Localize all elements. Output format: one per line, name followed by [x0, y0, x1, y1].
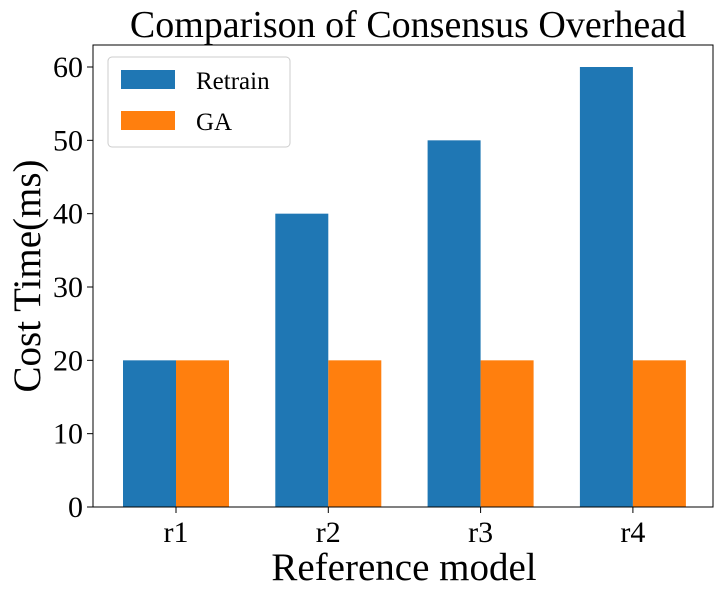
legend-label-retrain: Retrain — [196, 68, 270, 95]
bar-retrain-r2 — [275, 213, 329, 507]
bar-retrain-r3 — [427, 140, 481, 508]
y-axis-label: Cost Time(ms) — [6, 160, 49, 393]
plot-frame — [92, 44, 714, 508]
bar-ga-r2 — [328, 360, 382, 507]
y-tick-label: 10 — [53, 418, 83, 451]
legend-swatch-ga — [121, 111, 175, 130]
y-tick-label: 0 — [68, 491, 83, 524]
bars-group — [123, 67, 686, 508]
x-tick-label-r3: r3 — [468, 516, 493, 549]
legend-swatch-retrain — [121, 70, 175, 89]
x-tick-label-r4: r4 — [620, 516, 645, 549]
bar-retrain-r1 — [123, 360, 176, 507]
y-tick-label: 20 — [53, 344, 83, 377]
bar-ga-r4 — [632, 360, 686, 507]
chart-title: Comparison of Consensus Overhead — [130, 4, 686, 46]
x-tick-label-r2: r2 — [316, 516, 341, 549]
y-tick-label: 40 — [53, 198, 83, 231]
x-axis-ticks: r1 r2 r3 r4 — [164, 507, 645, 549]
y-tick-label: 60 — [53, 51, 83, 84]
bar-ga-r3 — [480, 360, 534, 507]
plot-area: 0 10 20 30 40 50 60 r1 r2 r3 r4 — [53, 44, 714, 549]
bar-retrain-r4 — [579, 67, 633, 507]
bar-ga-r1 — [176, 360, 229, 507]
x-tick-label-r1: r1 — [164, 516, 189, 549]
x-axis-label: Reference model — [271, 546, 536, 589]
y-tick-label: 50 — [53, 124, 83, 157]
y-tick-label: 30 — [53, 271, 83, 304]
legend: Retrain GA — [107, 56, 291, 148]
legend-label-ga: GA — [196, 109, 232, 136]
y-axis-ticks: 0 10 20 30 40 50 60 — [53, 51, 93, 524]
